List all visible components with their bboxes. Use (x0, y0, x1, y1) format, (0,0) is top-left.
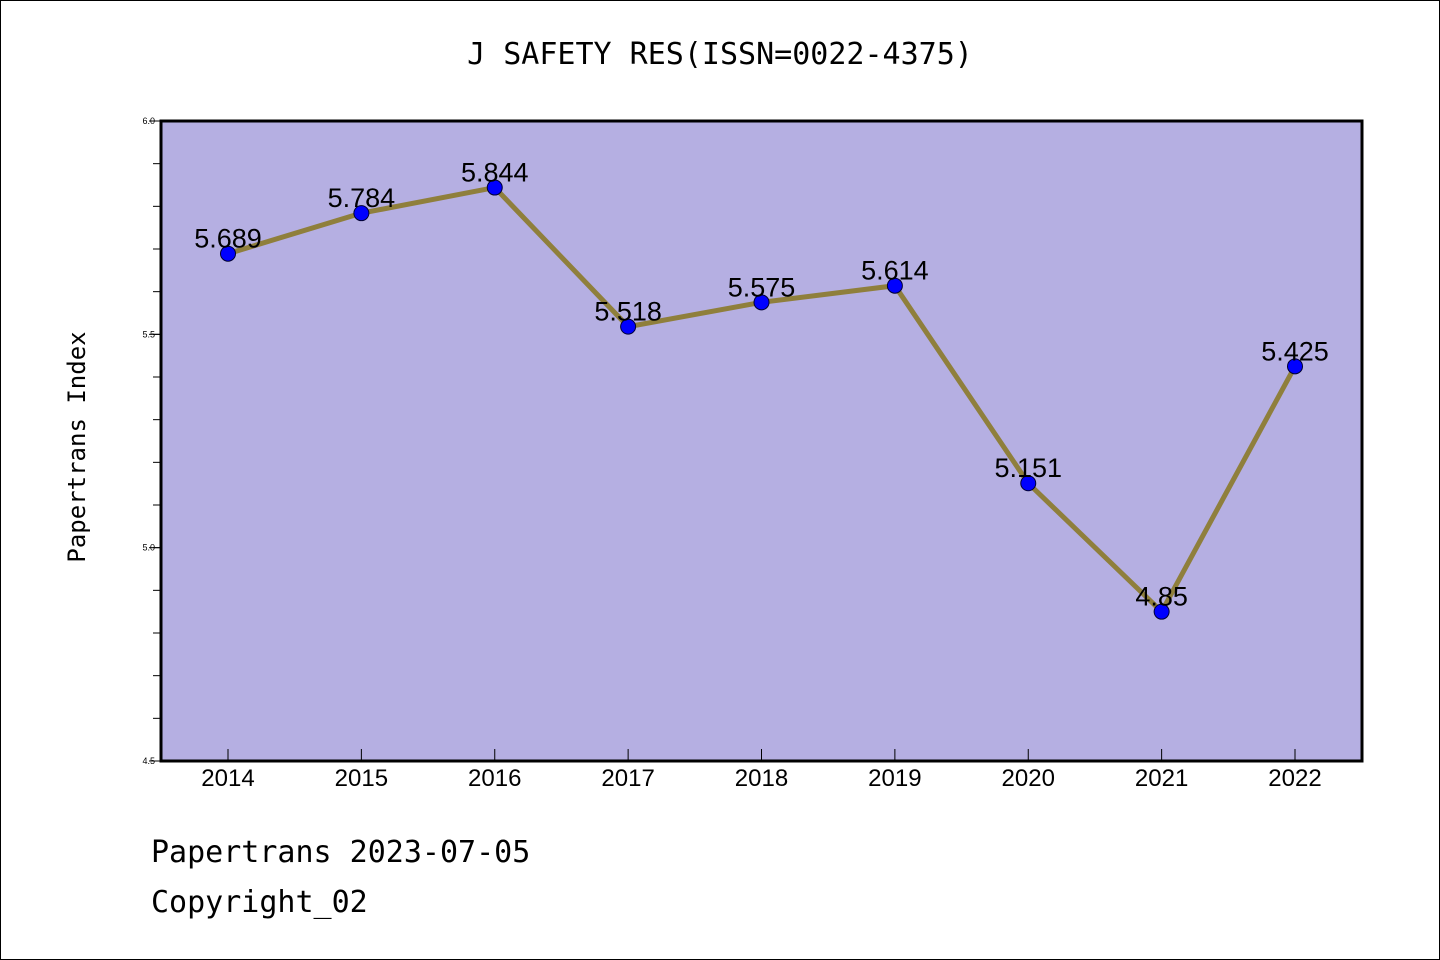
y-tick-label: 4.5 (142, 756, 155, 766)
data-point (220, 245, 236, 262)
data-label: 5.425 (1261, 336, 1329, 366)
footer-date: Papertrans 2023-07-05 (151, 835, 531, 870)
x-tick-label: 2018 (735, 765, 788, 792)
plot-area (161, 121, 1362, 761)
data-label: 4.85 (1135, 582, 1188, 612)
plot-border (159, 119, 1364, 763)
x-axis-ticks: 2014 2015 2016 2017 2018 2019 2020 2021 2022 (201, 749, 1322, 792)
footer-copyright: Copyright_02 (151, 885, 368, 920)
data-label: 5.689 (194, 224, 262, 254)
data-point (353, 205, 370, 222)
y-tick-label: 5.0 (142, 543, 155, 553)
x-tick-label: 2020 (1002, 765, 1055, 792)
data-points (220, 179, 1303, 620)
data-point (753, 294, 770, 311)
y-axis-ticks: 4.5 5.0 5.5 6.0 (142, 116, 161, 766)
x-tick-label: 2022 (1268, 765, 1321, 792)
chart-title: J SAFETY RES(ISSN=0022-4375) (467, 37, 973, 72)
data-label: 5.518 (594, 297, 662, 327)
data-point (1020, 475, 1037, 492)
data-label: 5.844 (461, 158, 529, 188)
y-tick-label: 5.5 (142, 329, 155, 339)
data-label: 5.614 (861, 256, 929, 286)
y-tick-label: 6.0 (142, 116, 155, 126)
data-point (1287, 358, 1303, 375)
x-tick-label: 2019 (868, 765, 921, 792)
data-label: 5.151 (994, 453, 1062, 483)
data-point (1153, 603, 1170, 620)
data-labels: 5.689 5.784 5.844 5.518 5.575 5.614 5.151 4.85 5… (194, 158, 1329, 612)
x-tick-label: 2016 (468, 765, 521, 792)
data-point (486, 179, 503, 196)
x-tick-label: 2015 (335, 765, 388, 792)
x-tick-label: 2014 (201, 765, 254, 792)
data-label: 5.784 (328, 183, 396, 213)
data-point (886, 277, 903, 294)
data-point (620, 318, 637, 335)
data-label: 5.575 (728, 272, 796, 302)
x-tick-label: 2021 (1135, 765, 1188, 792)
x-tick-label: 2017 (601, 765, 654, 792)
